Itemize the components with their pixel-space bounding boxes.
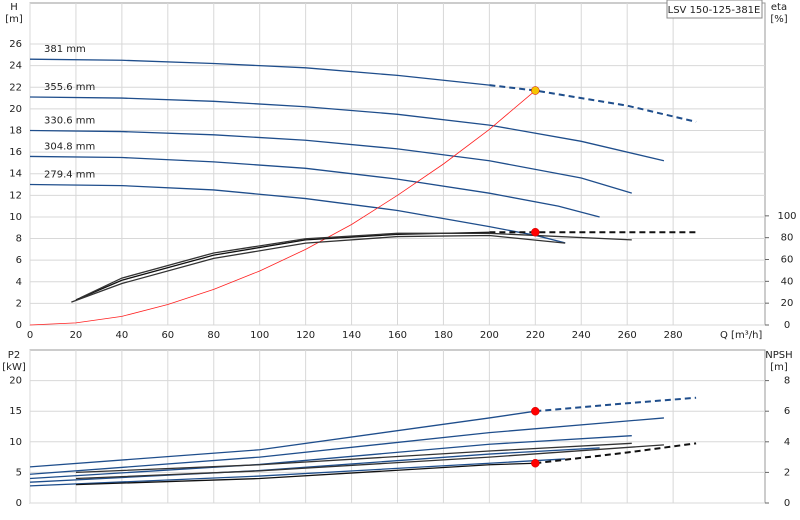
- curve: [489, 84, 697, 123]
- y-axis-unit: [m]: [5, 14, 23, 25]
- x-tick-label: 40: [116, 330, 129, 341]
- y2-axis-unit: [%]: [770, 14, 787, 25]
- y2-axis-label: NPSH: [765, 350, 792, 361]
- duty-point: [531, 227, 540, 237]
- duty-point: [531, 458, 540, 468]
- y-axis-label: P2: [8, 350, 20, 361]
- y2-tick-label: 100: [777, 211, 796, 222]
- chart-title: LSV 150-125-381E: [668, 5, 761, 16]
- y-axis-label: H: [10, 2, 18, 13]
- y-tick-label: 15: [9, 406, 22, 417]
- y2-axis-label: eta: [771, 2, 787, 13]
- duty-point: [531, 406, 540, 416]
- y-tick-label: 14: [9, 169, 22, 180]
- y-tick-label: 10: [9, 212, 22, 223]
- y-tick-label: 6: [16, 255, 22, 266]
- curve: [80, 232, 632, 299]
- y2-tick-label: 20: [781, 298, 794, 309]
- curve-label: 279.4 mm: [44, 170, 95, 181]
- duty-point: [531, 86, 540, 95]
- x-tick-label: 260: [618, 330, 637, 341]
- y-tick-label: 18: [9, 126, 22, 137]
- curve: [29, 447, 600, 483]
- y2-tick-label: 4: [784, 437, 790, 448]
- curve: [71, 234, 566, 303]
- y2-tick-label: 0: [784, 498, 790, 509]
- y-tick-label: 5: [16, 467, 22, 478]
- x-tick-label: 200: [480, 330, 499, 341]
- y-axis-unit: [kW]: [2, 362, 26, 373]
- y-tick-label: 4: [16, 277, 22, 288]
- curve-label: 330.6 mm: [44, 116, 95, 127]
- curve: [29, 435, 632, 480]
- curve: [535, 442, 697, 465]
- x-tick-label: 100: [250, 330, 269, 341]
- y2-tick-label: 8: [784, 376, 790, 387]
- y2-axis-unit: [m]: [770, 362, 788, 373]
- y-tick-label: 10: [9, 437, 22, 448]
- x-axis-label: Q [m³/h]: [720, 330, 762, 341]
- curve-label: 304.8 mm: [44, 141, 95, 152]
- y2-tick-label: 40: [781, 276, 794, 287]
- curve-label: 355.6 mm: [44, 82, 95, 93]
- y-tick-label: 20: [9, 376, 22, 387]
- y2-tick-label: 80: [781, 233, 794, 244]
- y-tick-label: 22: [9, 82, 22, 93]
- curve: [29, 417, 664, 475]
- title-box: [666, 0, 763, 19]
- y2-tick-label: 0: [784, 320, 790, 331]
- x-tick-label: 0: [27, 330, 33, 341]
- y-tick-label: 8: [16, 234, 22, 245]
- y-tick-label: 16: [9, 147, 22, 158]
- curve: [29, 155, 600, 218]
- y2-tick-label: 6: [784, 406, 790, 417]
- x-tick-label: 280: [664, 330, 683, 341]
- curve: [29, 96, 665, 162]
- curve: [75, 231, 490, 301]
- x-tick-label: 20: [70, 330, 83, 341]
- x-tick-label: 60: [161, 330, 174, 341]
- y-tick-label: 2: [16, 298, 22, 309]
- curve: [75, 462, 536, 486]
- curve: [29, 58, 490, 86]
- curve-label: 381 mm: [44, 44, 86, 55]
- y-tick-label: 12: [9, 190, 22, 201]
- curve: [29, 410, 536, 468]
- x-tick-label: 180: [434, 330, 453, 341]
- x-tick-label: 80: [207, 330, 220, 341]
- y-tick-label: 0: [16, 498, 22, 509]
- y-tick-label: 26: [9, 39, 22, 50]
- x-tick-label: 120: [296, 330, 315, 341]
- curve: [29, 90, 536, 326]
- curve: [75, 444, 664, 480]
- curve: [29, 183, 566, 244]
- y-tick-label: 20: [9, 104, 22, 115]
- curve: [29, 129, 632, 194]
- y-tick-label: 24: [9, 61, 22, 72]
- x-tick-label: 140: [342, 330, 361, 341]
- x-tick-label: 220: [526, 330, 545, 341]
- curve: [535, 396, 697, 413]
- curve: [29, 458, 566, 487]
- y2-tick-label: 60: [781, 255, 794, 266]
- x-tick-label: 240: [572, 330, 591, 341]
- y2-tick-label: 2: [784, 467, 790, 478]
- x-tick-label: 160: [388, 330, 407, 341]
- curve: [75, 442, 632, 474]
- y-tick-label: 0: [16, 320, 22, 331]
